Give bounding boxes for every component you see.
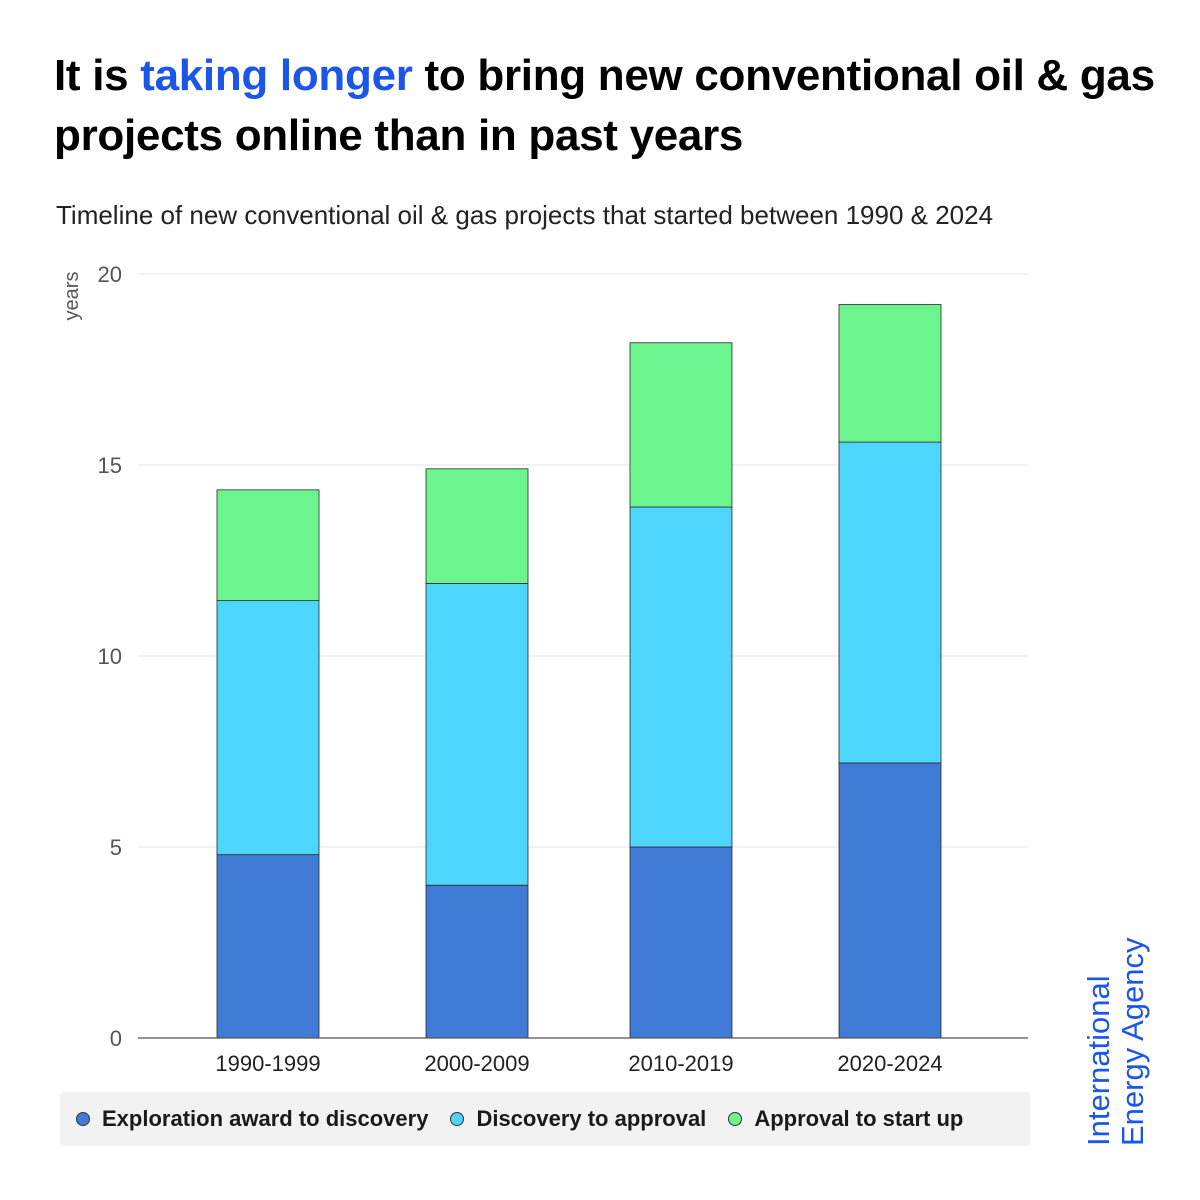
legend-item-discovery: Discovery to approval bbox=[450, 1106, 706, 1132]
brand-line-1: International bbox=[1081, 975, 1116, 1146]
x-tick-label: 2000-2009 bbox=[424, 1051, 529, 1076]
x-tick-label: 1990-1999 bbox=[215, 1051, 320, 1076]
bar-2010-2019-discovery bbox=[629, 506, 733, 848]
bar-2000-2009-exploration bbox=[425, 884, 529, 1039]
bar-2010-2019-approval bbox=[629, 342, 733, 508]
bar-2000-2009-approval bbox=[425, 468, 529, 584]
legend-item-exploration: Exploration award to discovery bbox=[76, 1106, 428, 1132]
bar-1990-1999-approval bbox=[216, 489, 320, 602]
legend: Exploration award to discovery Discovery … bbox=[60, 1092, 1030, 1146]
bar-2020-2024-exploration bbox=[838, 762, 942, 1039]
legend-swatch bbox=[728, 1112, 743, 1126]
title-part-2: to bring new conventional oil & gas proj… bbox=[54, 51, 1155, 160]
y-tick-label: 20 bbox=[98, 262, 122, 287]
legend-swatch bbox=[76, 1112, 90, 1126]
legend-item-approval: Approval to start up bbox=[728, 1106, 963, 1132]
y-axis-label: years bbox=[61, 272, 83, 321]
y-tick-label: 10 bbox=[98, 644, 122, 669]
legend-label: Exploration award to discovery bbox=[102, 1106, 429, 1131]
legend-label: Discovery to approval bbox=[476, 1106, 707, 1131]
bar-2010-2019-exploration bbox=[629, 846, 733, 1039]
x-tick-label: 2010-2019 bbox=[628, 1051, 733, 1076]
bar-2020-2024-discovery bbox=[838, 441, 942, 764]
bar-1990-1999-exploration bbox=[216, 854, 320, 1039]
legend-swatch bbox=[450, 1112, 465, 1126]
chart-title: It is taking longer to bring new convent… bbox=[54, 46, 1164, 166]
bar-1990-1999-discovery bbox=[216, 600, 320, 856]
title-highlight: taking longer bbox=[140, 51, 413, 100]
legend-label: Approval to start up bbox=[754, 1106, 964, 1131]
chart-subtitle: Timeline of new conventional oil & gas p… bbox=[56, 200, 994, 230]
iea-logo: International Energy Agency bbox=[1081, 937, 1150, 1146]
bars bbox=[216, 304, 942, 1039]
x-tick-label: 2020-2024 bbox=[837, 1051, 942, 1076]
bar-2020-2024-approval bbox=[838, 304, 942, 443]
brand-line-2: Energy Agency bbox=[1115, 937, 1150, 1146]
y-tick-label: 0 bbox=[110, 1026, 122, 1051]
axes: 0 5 10 15 20 years 1990-1999 2000-2009 2010-2019… bbox=[61, 262, 1028, 1076]
title-part-1: It is bbox=[54, 51, 141, 100]
y-tick-label: 15 bbox=[98, 453, 122, 478]
y-tick-label: 5 bbox=[110, 835, 122, 860]
bar-2000-2009-discovery bbox=[425, 583, 529, 886]
